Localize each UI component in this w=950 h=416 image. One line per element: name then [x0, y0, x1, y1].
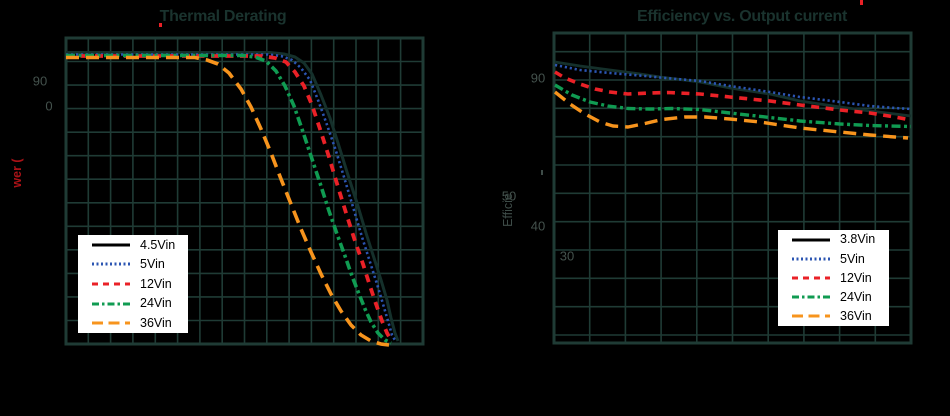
legend-line-sample	[792, 257, 830, 261]
efficiency-title: Efficiency vs. Output current	[636, 8, 848, 25]
series-curve-3.8Vin	[554, 60, 912, 118]
legend-item-36Vin: 36Vin	[778, 307, 889, 326]
y-axis-title-fragment: wer (	[9, 158, 24, 188]
legend-line-sample	[92, 243, 130, 247]
series-curve-4.5Vin	[66, 51, 400, 342]
legend-item-5Vin: 5Vin	[778, 249, 889, 268]
series-curve-12Vin	[554, 70, 912, 122]
legend-line-sample	[92, 282, 130, 286]
legend-line-sample	[92, 302, 130, 306]
legend-item-label: 24Vin	[840, 289, 872, 304]
y-axis-title-fragment: Efficie	[500, 193, 515, 227]
series-curve-5Vin	[554, 63, 912, 111]
legend-line-sample	[92, 321, 130, 325]
y-axis-tick-label: 30	[559, 248, 575, 264]
legend-item-24Vin: 24Vin	[778, 288, 889, 307]
thermal-derating-title: Thermal Derating	[159, 8, 287, 25]
legend-item-label: 3.8Vin	[840, 232, 876, 247]
legend-item-3.8Vin: 3.8Vin	[778, 230, 889, 249]
legend-line-sample	[792, 238, 830, 242]
series-curve-24Vin	[554, 83, 912, 129]
y-axis-tick-label: 90	[530, 70, 546, 86]
legend-item-24Vin: 24Vin	[78, 294, 188, 314]
legend-item-label: 36Vin	[840, 309, 872, 324]
stray-render-artifact	[159, 23, 162, 27]
y-axis-tick-label: 90	[32, 73, 48, 89]
series-curve-12Vin	[66, 54, 393, 341]
legend-item-12Vin: 12Vin	[78, 274, 188, 294]
series-curve-36Vin	[66, 55, 390, 347]
legend-item-label: 5Vin	[140, 257, 165, 272]
efficiency-legend: 3.8Vin 5Vin 12Vin 24Vin 36Vin	[778, 230, 889, 326]
legend-line-sample	[792, 314, 830, 318]
legend-line-sample	[92, 262, 130, 266]
stray-render-artifact	[541, 170, 543, 175]
legend-item-12Vin: 12Vin	[778, 268, 889, 287]
legend-item-label: 5Vin	[840, 251, 865, 266]
legend-line-sample	[792, 276, 830, 280]
legend-item-label: 12Vin	[140, 276, 172, 291]
legend-item-label: 4.5Vin	[140, 237, 176, 252]
legend-item-label: 36Vin	[140, 315, 172, 330]
series-curve-24Vin	[66, 53, 392, 345]
legend-item-label: 12Vin	[840, 270, 872, 285]
legend-line-sample	[792, 295, 830, 299]
y-axis-tick-label: 40	[530, 218, 546, 234]
plot-frame	[64, 36, 425, 346]
stray-render-artifact	[860, 0, 863, 5]
y-axis-tick-label: 50	[501, 188, 517, 204]
legend-item-label: 24Vin	[140, 296, 172, 311]
series-curve-5Vin	[66, 53, 398, 343]
legend-item-5Vin: 5Vin	[78, 255, 188, 275]
legend-item-4.5Vin: 4.5Vin	[78, 235, 188, 255]
series-curve-36Vin	[553, 90, 909, 140]
legend-item-36Vin: 36Vin	[78, 313, 188, 333]
plot-frame	[552, 31, 913, 345]
y-axis-tick-label: 0	[45, 98, 53, 114]
thermal-legend: 4.5Vin 5Vin 12Vin 24Vin 36Vin	[78, 235, 188, 333]
